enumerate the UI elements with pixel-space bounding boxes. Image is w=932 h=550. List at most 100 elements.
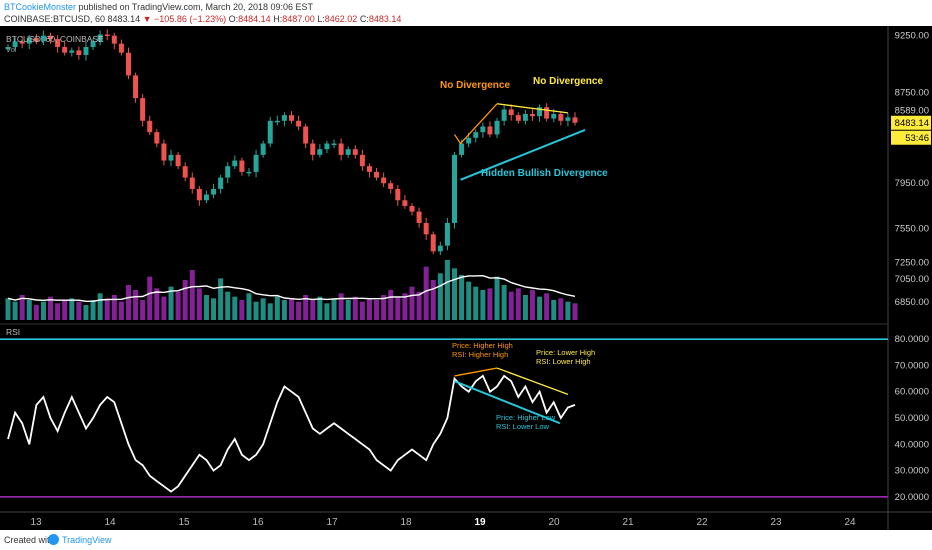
chart-title: BTCUSD, 60, COINBASE <box>6 34 104 44</box>
volume-bar <box>232 296 238 320</box>
rsi-cyan-line <box>454 380 561 425</box>
candle-body <box>473 132 479 138</box>
candle-body <box>501 109 507 121</box>
rsi-axis-tick: 30.0000 <box>895 466 929 477</box>
volume-bar <box>359 301 365 320</box>
price-axis-tick: 6850.00 <box>895 297 929 308</box>
annotation-rsi-lower-high: RSI: Lower High <box>536 357 591 366</box>
rsi-orange-line <box>454 367 498 377</box>
candle-body <box>352 149 358 155</box>
volume-bar <box>544 293 550 320</box>
publish-line: BTCookieMonster published on TradingView… <box>4 2 313 12</box>
candle-body <box>168 154 174 161</box>
time-axis-tick: 18 <box>400 517 412 528</box>
time-axis-tick: 13 <box>30 517 42 528</box>
volume-bar <box>26 300 32 320</box>
ohlc-line: COINBASE:BTCUSD, 60 8483.14 ▼ −105.86 (−… <box>4 14 401 24</box>
volume-bar <box>140 300 146 320</box>
annotation-hidden-bullish: Hidden Bullish Divergence <box>481 168 608 179</box>
time-axis-tick: 21 <box>622 517 634 528</box>
volume-bar <box>529 290 535 320</box>
candle-body <box>388 183 394 189</box>
candle-body <box>140 98 146 121</box>
down-arrow-icon: ▼ <box>142 14 152 24</box>
candle-body <box>232 160 238 167</box>
volume-bar <box>289 298 294 320</box>
close-label: C: <box>359 14 369 24</box>
candle-body <box>62 47 68 53</box>
volume-bar <box>62 300 68 320</box>
candle-body <box>125 52 131 76</box>
volume-bar <box>40 301 46 320</box>
candle-body <box>444 222 450 246</box>
price-axis-tick: 7250.00 <box>895 258 929 269</box>
rsi-line <box>7 374 576 493</box>
candle-body <box>90 41 96 48</box>
tradingview-brand[interactable]: TradingView <box>62 535 112 545</box>
candle-body <box>331 143 337 146</box>
volume-bar <box>381 295 387 320</box>
price-axis-tick: 8589.00 <box>895 106 929 117</box>
volume-bar <box>388 290 394 320</box>
volume-bar <box>459 275 465 320</box>
created-with-text: Created with <box>4 535 55 545</box>
candle-body <box>104 34 110 37</box>
volume-bar <box>480 290 486 320</box>
tradingview-logo-icon[interactable] <box>48 534 59 545</box>
candle-body <box>558 114 564 121</box>
candle-body <box>537 107 543 117</box>
volume-bar <box>267 303 273 320</box>
open-value: 8484.14 <box>238 14 271 24</box>
volume-bar <box>430 280 436 320</box>
volume-bar <box>5 298 11 320</box>
volume-bar <box>303 295 309 320</box>
countdown-box <box>891 130 931 145</box>
volume-bar <box>402 293 408 320</box>
price-axis-tick: 7550.00 <box>895 224 929 235</box>
time-axis-tick: 24 <box>844 517 856 528</box>
time-axis-tick: 14 <box>104 517 116 528</box>
volume-bar <box>416 291 422 320</box>
author-link[interactable]: BTCookieMonster <box>4 2 77 12</box>
volume-bar <box>211 298 217 320</box>
last-price-box <box>891 115 931 130</box>
rsi-axis-tick: 70.0000 <box>895 360 929 371</box>
volume-bar <box>366 298 372 320</box>
volume-bar <box>409 286 415 320</box>
volume-bar <box>473 286 479 320</box>
candle-body <box>182 166 188 178</box>
volume-bar <box>76 301 82 320</box>
rsi-yellow-line <box>496 367 569 395</box>
candle-body <box>317 149 323 155</box>
volume-bar <box>317 296 323 320</box>
volume-bar <box>168 286 174 320</box>
chart-area[interactable]: 9250.00 8750.00 8589.00 7950.00 7550.00 7250.… <box>0 26 932 530</box>
volume-bar <box>515 288 521 320</box>
candle-body <box>211 188 217 195</box>
candle-body <box>253 154 259 172</box>
candle-body <box>48 35 54 40</box>
symbol-label: COINBASE:BTCUSD, 60 <box>4 14 106 24</box>
chart-canvas[interactable]: 9250.00 8750.00 8589.00 7950.00 7550.00 7250.… <box>0 26 932 530</box>
candle-body <box>529 114 535 117</box>
open-label: O: <box>228 14 239 24</box>
chart-header: BTCookieMonster published on TradingView… <box>0 0 932 26</box>
countdown-label: 53:46 <box>905 133 929 144</box>
volume-bar <box>12 301 18 320</box>
volume-bar <box>69 298 75 320</box>
volume-bar <box>203 295 209 320</box>
volume-bar <box>118 301 124 320</box>
candle-body <box>345 149 351 155</box>
volume-label: Vol <box>6 45 17 54</box>
rsi-axis-tick: 80.0000 <box>895 334 929 345</box>
volume-bar <box>218 278 224 320</box>
price-axis-tick: 7050.00 <box>895 274 929 285</box>
annotation-no-divergence-2: No Divergence <box>533 76 603 87</box>
time-axis-tick: 23 <box>770 517 782 528</box>
candle-body <box>147 120 153 133</box>
candle-body <box>26 37 32 44</box>
candle-body <box>508 109 514 116</box>
candle-body <box>83 47 89 55</box>
candle-body <box>5 47 11 50</box>
candle-body <box>338 143 344 155</box>
